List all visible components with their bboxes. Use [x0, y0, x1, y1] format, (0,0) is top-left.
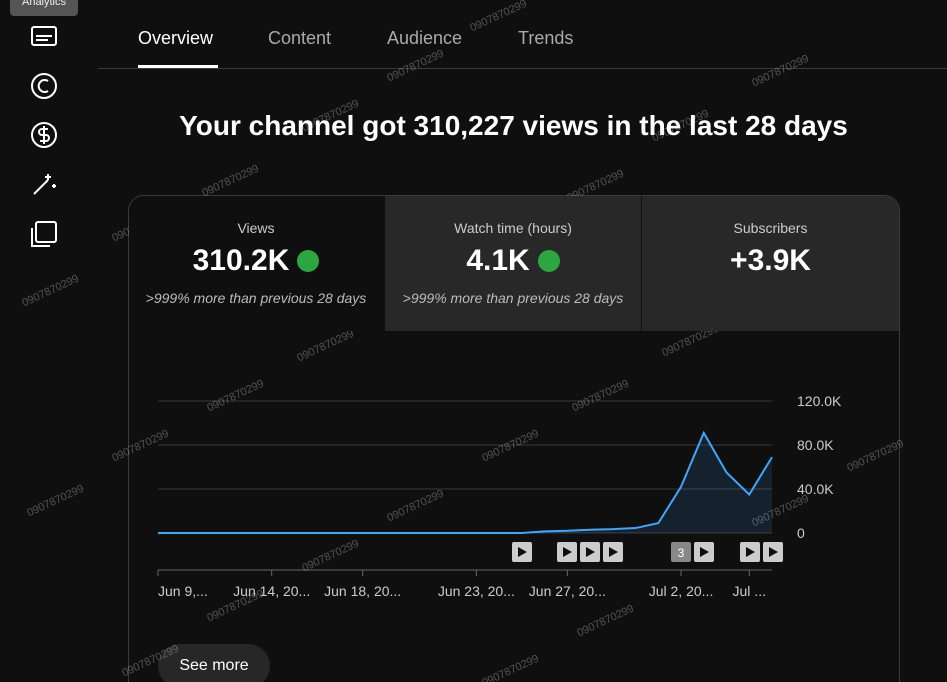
chart: 0 40.0K 80.0K 120.0K Jun 9,... Jun 14, 20... J…: [157, 393, 842, 599]
play-glyph: [746, 547, 755, 557]
chart-panel: [128, 195, 900, 682]
video-marker[interactable]: [694, 542, 714, 562]
video-marker[interactable]: [512, 542, 532, 562]
up-icon: [297, 250, 320, 272]
tab[interactable]: Content: [268, 28, 332, 48]
x-tick-label: Jun 23, 20...: [438, 583, 515, 599]
magic-icon[interactable]: [33, 174, 56, 195]
video-marker[interactable]: [763, 542, 783, 562]
play-glyph: [769, 547, 778, 557]
subtitles-icon[interactable]: [31, 26, 57, 46]
x-tick-label: Jun 27, 20...: [529, 583, 606, 599]
metric-card[interactable]: Subscribers +3.9K: [642, 196, 899, 331]
headline: Your channel got 310,227 views in the la…: [179, 110, 848, 141]
tab[interactable]: Audience: [387, 28, 463, 48]
metric-card[interactable]: Watch time (hours) 4.1K >999% more than pr…: [385, 196, 641, 331]
play-glyph: [518, 547, 527, 557]
copyright-icon[interactable]: [31, 73, 57, 99]
video-marker[interactable]: [740, 542, 760, 562]
metric-card[interactable]: Views 310.2K >999% more than previous 28 d…: [129, 196, 383, 331]
badge: 3: [678, 546, 685, 560]
area: [158, 432, 772, 533]
watermark: 0907870299: [20, 272, 81, 310]
x-tick-label: Jun 18, 20...: [324, 583, 401, 599]
play-glyph: [700, 547, 709, 557]
badge-box: [671, 542, 691, 562]
metric-note: >999% more than previous 28 days: [402, 290, 624, 306]
sidebar-icons: [31, 26, 57, 247]
metric-value-row: +3.9K: [642, 244, 899, 278]
y-tick-label: 40.0K: [797, 481, 834, 497]
metric-value: +3.9K: [730, 244, 811, 277]
x-tick-label: Jul 2, 20...: [649, 583, 714, 599]
play-glyph: [563, 547, 572, 557]
watermark: 0907870299: [750, 52, 811, 90]
y-tick-label: 0: [797, 525, 805, 541]
video-marker[interactable]: [603, 542, 623, 562]
metric-value-row: 4.1K: [385, 244, 641, 278]
x-tick-label: Jun 9,...: [158, 583, 208, 599]
line: [158, 430, 773, 534]
play-glyph: [586, 547, 595, 557]
watermark: 0907870299: [25, 482, 86, 520]
video-marker[interactable]: [580, 542, 600, 562]
metric-note: >999% more than previous 28 days: [145, 290, 367, 306]
earn-icon[interactable]: [31, 122, 57, 148]
metric-label: Views: [237, 220, 275, 236]
watermark: 0907870299: [200, 162, 261, 200]
metric-value-row: 310.2K: [129, 244, 383, 278]
x-tick-label: Jun 14, 20...: [233, 583, 310, 599]
x-tick-label: Jul ...: [733, 583, 766, 599]
metric-value: 4.1K: [466, 244, 530, 277]
metric-label: Subscribers: [733, 220, 808, 236]
tab[interactable]: Overview: [138, 28, 214, 48]
video-marker[interactable]: [557, 542, 577, 562]
audio-library-icon[interactable]: [35, 221, 57, 243]
tab[interactable]: Trends: [518, 28, 574, 48]
watermark: 0907870299: [385, 47, 446, 85]
up-icon: [537, 250, 560, 272]
metric-label: Watch time (hours): [454, 220, 572, 236]
y-tick-label: 80.0K: [797, 437, 834, 453]
active-tab-underline: [138, 65, 218, 68]
y-tick-label: 120.0K: [797, 393, 842, 409]
tooltip: Analytics: [10, 0, 78, 16]
play-glyph: [609, 547, 618, 557]
metric-value: 310.2K: [192, 244, 290, 277]
see-more-button[interactable]: See more: [158, 644, 270, 682]
divider: [98, 68, 947, 69]
